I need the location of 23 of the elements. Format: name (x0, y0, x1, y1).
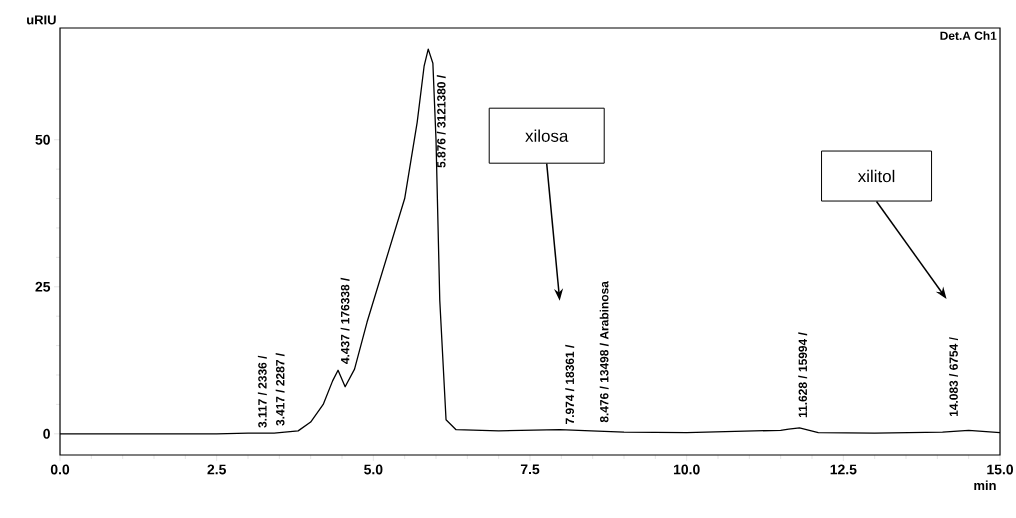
annotation: 3.417 / 2287 / (275, 353, 285, 426)
annotation: Det.A Ch1 (940, 31, 997, 40)
y-tick-label: 50 (35, 134, 50, 145)
y-tick-label: 0 (43, 428, 50, 439)
annotation: 4.437 / 176338 / (340, 277, 350, 364)
x-axis-title: min (974, 480, 996, 490)
y-axis-title: uRIU (27, 15, 56, 25)
x-tick-label: 15.0 (987, 464, 1014, 475)
x-tick-label: 2.5 (207, 464, 226, 475)
x-tick-label: 7.5 (520, 464, 540, 475)
x-tick-label: 0.0 (50, 464, 70, 475)
x-tick-label: 12.5 (830, 464, 857, 475)
annotation: 11.628 / 15994 / (798, 332, 808, 418)
annotation: 5.876 / 3121380 / (436, 75, 446, 168)
annotation: 8.476 / 13498 / Arabinosa (599, 281, 609, 423)
y-tick-label: 25 (35, 281, 51, 292)
x-tick-label: 10.0 (673, 464, 700, 475)
x-tick-label: 5.0 (364, 464, 383, 475)
annotation: 3.117 / 2336 / (257, 355, 267, 428)
annotation: xilosa (525, 129, 569, 142)
annotation: 14.083 / 6754 / (949, 337, 958, 417)
annotation: xilitol (857, 169, 895, 183)
annotation: 7.974 / 18361 / (565, 344, 575, 424)
